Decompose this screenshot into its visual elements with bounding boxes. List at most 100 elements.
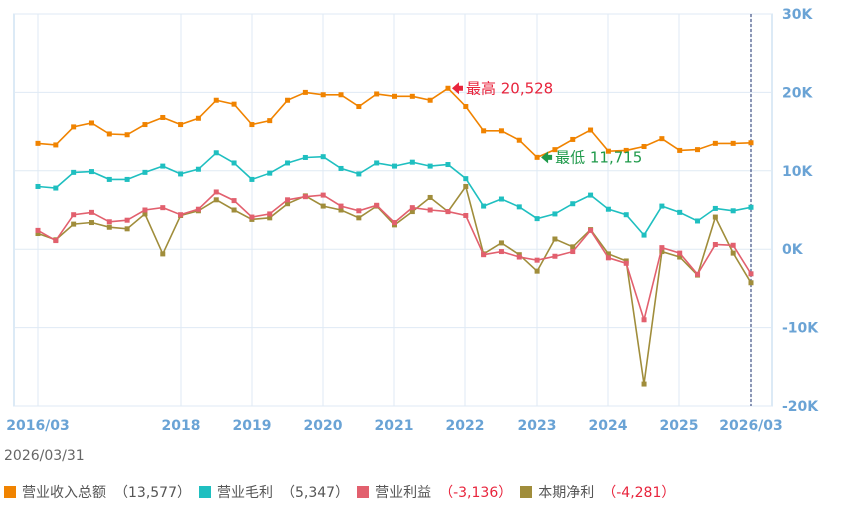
- data-point: [35, 140, 41, 146]
- legend-item-gross-profit[interactable]: 营业毛利 （5,347）: [199, 482, 349, 502]
- x-tick-label: 2023: [518, 418, 557, 434]
- data-point: [463, 212, 469, 218]
- data-point: [160, 205, 166, 211]
- x-tick-label: 2020: [304, 418, 343, 434]
- data-point: [106, 131, 112, 137]
- data-point: [498, 196, 504, 202]
- data-point: [570, 249, 576, 255]
- legend-value-gross-profit: （5,347）: [281, 485, 350, 501]
- data-point: [516, 254, 522, 260]
- data-point: [659, 203, 665, 209]
- data-point: [534, 257, 540, 263]
- data-point: [213, 97, 219, 103]
- data-point: [588, 192, 594, 198]
- data-point: [677, 250, 683, 256]
- legend-item-revenue[interactable]: 营业收入总额 （13,577）: [4, 482, 191, 502]
- data-point: [302, 194, 308, 200]
- data-point: [124, 226, 130, 232]
- legend-item-operating-profit[interactable]: 营业利益 （-3,136）: [357, 482, 512, 502]
- data-point: [498, 249, 504, 255]
- data-point: [409, 93, 415, 99]
- data-point: [124, 176, 130, 182]
- data-point: [195, 166, 201, 172]
- data-point: [106, 219, 112, 225]
- line-chart: 30K 20K 10K 0K -10K -20K 2016/03 2018 2019 2020 20…: [6, 7, 819, 434]
- data-point: [231, 160, 237, 166]
- data-point: [88, 220, 94, 226]
- data-point: [712, 140, 718, 146]
- data-point: [320, 192, 326, 198]
- data-point: [730, 140, 736, 146]
- data-point: [106, 224, 112, 230]
- data-point: [160, 114, 166, 120]
- data-point: [498, 128, 504, 134]
- data-point: [356, 104, 362, 110]
- data-point: [178, 122, 184, 128]
- data-point: [588, 127, 594, 133]
- data-point: [356, 171, 362, 177]
- data-point: [623, 260, 629, 266]
- data-point: [249, 122, 255, 128]
- data-point: [302, 89, 308, 95]
- data-point: [552, 236, 558, 242]
- data-point: [588, 227, 594, 233]
- data-point: [124, 132, 130, 138]
- data-point: [71, 212, 77, 218]
- data-point: [748, 140, 754, 146]
- data-point: [712, 214, 718, 220]
- annotation-label: 最高 20,528: [466, 79, 553, 97]
- data-point: [267, 215, 273, 221]
- chart-date-label: 2026/03/31: [4, 448, 85, 464]
- data-point: [730, 208, 736, 214]
- data-point: [481, 252, 487, 258]
- data-point: [534, 154, 540, 160]
- data-point: [142, 211, 148, 217]
- data-point: [88, 120, 94, 126]
- data-point: [748, 271, 754, 277]
- data-point: [623, 212, 629, 218]
- data-point: [605, 251, 611, 257]
- data-point: [231, 101, 237, 107]
- data-point: [356, 208, 362, 214]
- data-point: [641, 381, 647, 387]
- data-point: [338, 203, 344, 209]
- data-point: [427, 207, 433, 213]
- data-point: [748, 280, 754, 286]
- data-point: [160, 163, 166, 169]
- data-point: [195, 115, 201, 121]
- data-point: [231, 198, 237, 204]
- data-point: [338, 92, 344, 98]
- data-point: [427, 163, 433, 169]
- data-point: [463, 176, 469, 182]
- data-point: [516, 204, 522, 210]
- data-point: [338, 165, 344, 171]
- data-point: [285, 197, 291, 203]
- data-point: [213, 197, 219, 203]
- data-point: [641, 143, 647, 149]
- legend-item-net-profit[interactable]: 本期净利 （-4,281）: [520, 482, 675, 502]
- legend-swatch-operating-profit: [357, 486, 370, 498]
- x-tick-label: 2016/03: [6, 418, 70, 434]
- data-point: [142, 169, 148, 175]
- data-point: [623, 147, 629, 153]
- data-point: [124, 217, 130, 223]
- legend-label-net-profit: 本期净利: [538, 485, 595, 501]
- data-point: [570, 136, 576, 142]
- x-tick-label: 2018: [162, 418, 201, 434]
- data-point: [374, 91, 380, 97]
- data-point: [320, 92, 326, 98]
- data-point: [249, 176, 255, 182]
- data-point: [409, 209, 415, 215]
- data-point: [534, 216, 540, 222]
- data-point: [605, 206, 611, 212]
- data-point: [338, 207, 344, 213]
- legend-value-operating-profit: （-3,136）: [439, 485, 513, 501]
- data-point: [231, 207, 237, 213]
- data-point: [570, 201, 576, 207]
- data-point: [88, 169, 94, 175]
- data-point: [374, 160, 380, 166]
- data-point: [374, 202, 380, 208]
- data-point: [35, 227, 41, 233]
- data-point: [552, 211, 558, 217]
- x-tick-label: 2024: [589, 418, 628, 434]
